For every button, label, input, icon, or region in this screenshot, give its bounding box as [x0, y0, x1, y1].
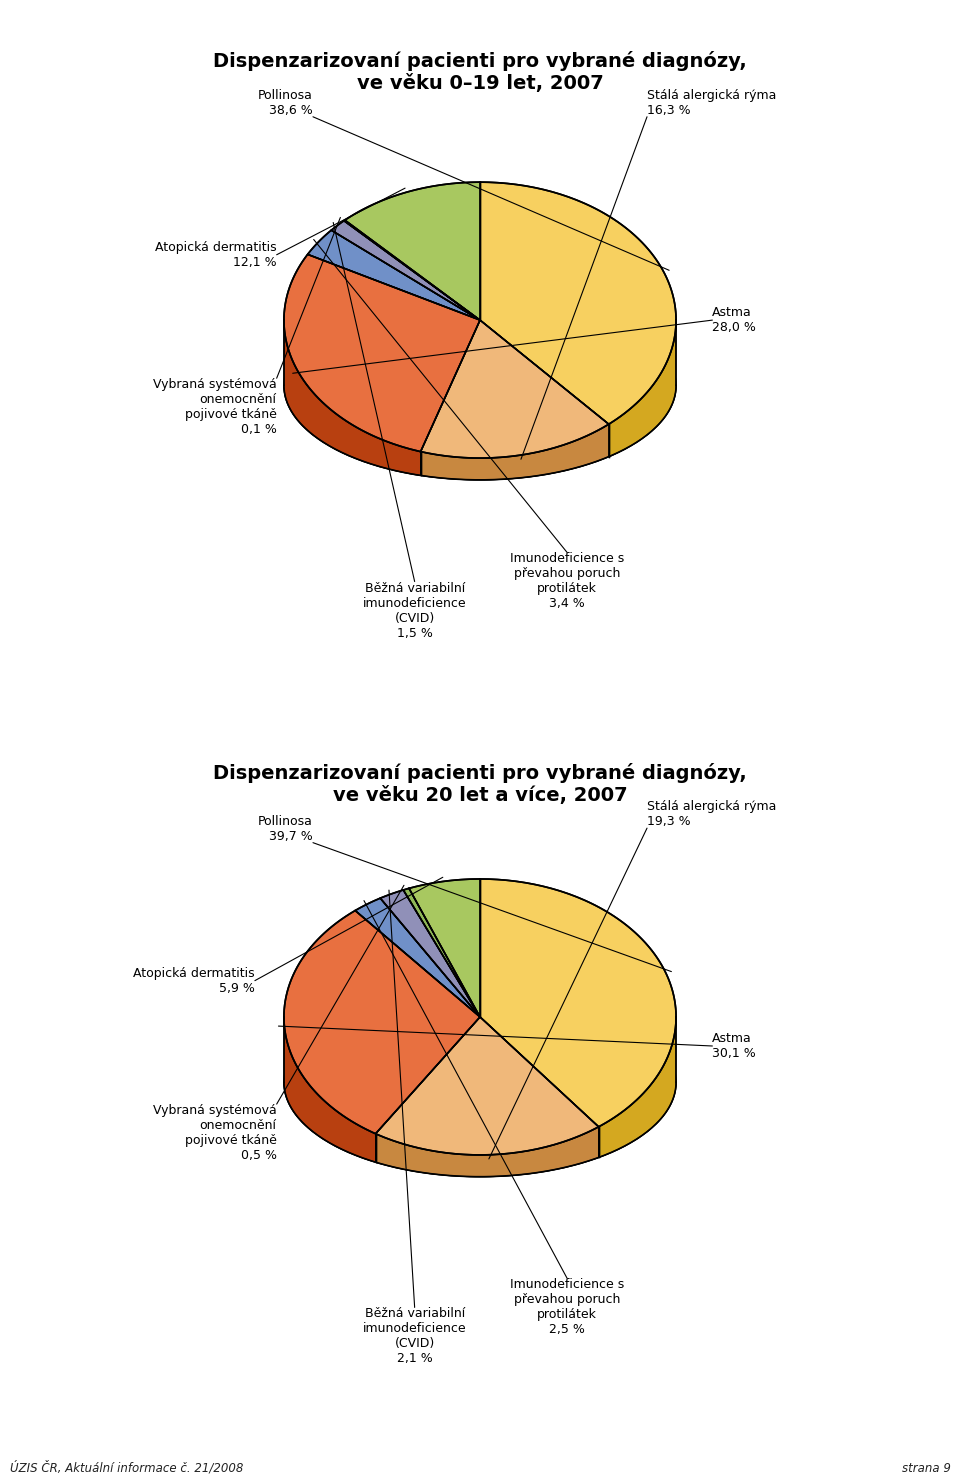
Ellipse shape [284, 290, 676, 480]
Polygon shape [345, 182, 480, 320]
Text: Běžná variabilní
imunodeficience
(CVID)
1,5 %: Běžná variabilní imunodeficience (CVID) … [363, 581, 467, 640]
Text: strana 9: strana 9 [901, 1461, 950, 1475]
Text: Atopická dermatitis
12,1 %: Atopická dermatitis 12,1 % [156, 240, 276, 268]
Text: Astma
30,1 %: Astma 30,1 % [712, 1031, 756, 1060]
Polygon shape [307, 230, 480, 320]
Polygon shape [344, 221, 480, 320]
Polygon shape [375, 1017, 599, 1154]
Text: ÚZIS ČR, Aktuální informace č. 21/2008: ÚZIS ČR, Aktuální informace č. 21/2008 [10, 1461, 243, 1475]
Text: Imunodeficience s
převahou poruch
protilátek
2,5 %: Imunodeficience s převahou poruch protil… [510, 1279, 624, 1337]
Polygon shape [284, 910, 480, 1134]
Polygon shape [284, 255, 480, 452]
Polygon shape [420, 424, 609, 480]
Polygon shape [331, 221, 480, 320]
Polygon shape [480, 879, 676, 1126]
Polygon shape [380, 891, 480, 1017]
Polygon shape [609, 325, 676, 456]
Text: Stálá alergická rýma
19,3 %: Stálá alergická rýma 19,3 % [647, 800, 777, 828]
Text: Pollinosa
39,7 %: Pollinosa 39,7 % [258, 815, 313, 843]
Text: Vybraná systémová
onemocnění
pojivové tkáně
0,1 %: Vybraná systémová onemocnění pojivové tk… [153, 378, 276, 436]
Polygon shape [403, 888, 480, 1017]
Text: Atopická dermatitis
5,9 %: Atopická dermatitis 5,9 % [133, 966, 255, 994]
Text: Imunodeficience s
převahou poruch
protilátek
3,4 %: Imunodeficience s převahou poruch protil… [510, 553, 624, 611]
Polygon shape [284, 322, 420, 476]
Polygon shape [355, 898, 480, 1017]
Text: Stálá alergická rýma
16,3 %: Stálá alergická rýma 16,3 % [647, 89, 777, 117]
Text: Dispenzarizovaní pacienti pro vybrané diagnózy,
ve věku 20 let a více, 2007: Dispenzarizovaní pacienti pro vybrané di… [213, 763, 747, 805]
Polygon shape [420, 320, 609, 458]
Polygon shape [480, 182, 676, 424]
Ellipse shape [284, 988, 676, 1177]
Polygon shape [284, 1020, 375, 1162]
Text: Dispenzarizovaní pacienti pro vybrané diagnózy,
ve věku 0–19 let, 2007: Dispenzarizovaní pacienti pro vybrané di… [213, 52, 747, 93]
Text: Astma
28,0 %: Astma 28,0 % [712, 307, 756, 333]
Text: Vybraná systémová
onemocnění
pojivové tkáně
0,5 %: Vybraná systémová onemocnění pojivové tk… [153, 1104, 276, 1162]
Text: Běžná variabilní
imunodeficience
(CVID)
2,1 %: Běžná variabilní imunodeficience (CVID) … [363, 1307, 467, 1365]
Text: Pollinosa
38,6 %: Pollinosa 38,6 % [258, 89, 313, 117]
Polygon shape [599, 1021, 676, 1157]
Polygon shape [375, 1126, 599, 1177]
Polygon shape [409, 879, 480, 1017]
